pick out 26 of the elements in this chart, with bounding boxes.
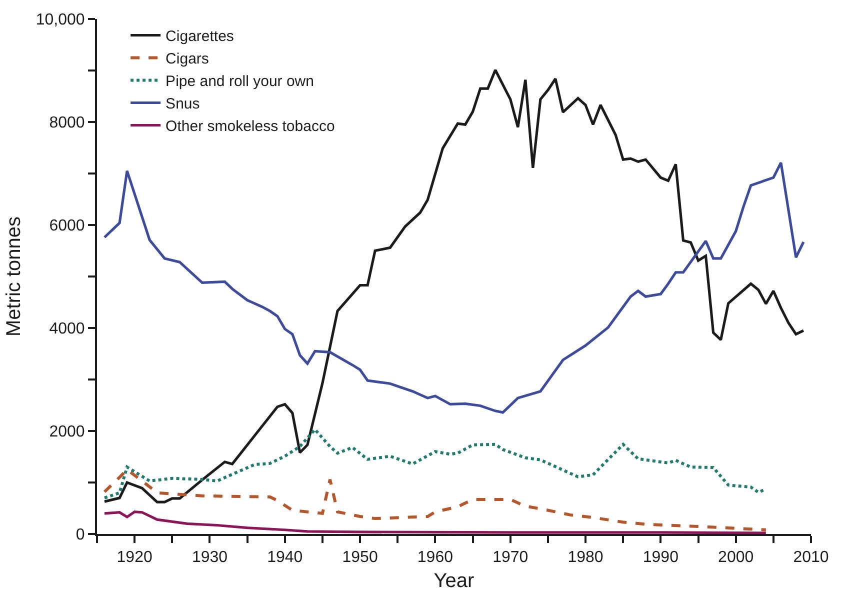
line-series — [103, 68, 805, 504]
x-tick-label: 1970 — [492, 549, 528, 566]
legend-label: Other smokeless tobacco — [166, 118, 335, 136]
line-series — [103, 510, 768, 534]
legend-label: Cigars — [166, 50, 209, 68]
y-tick-label: 2000 — [49, 424, 85, 441]
x-tick-label: 2010 — [793, 549, 829, 566]
x-axis-title: Year — [434, 570, 475, 592]
x-tick-label: 1980 — [568, 549, 604, 566]
legend-label: Snus — [166, 96, 200, 113]
line-series — [103, 161, 805, 414]
x-tick-label: 1930 — [192, 549, 228, 566]
x-tick-label: 1990 — [642, 549, 679, 566]
y-tick-label: 0 — [76, 526, 85, 544]
x-tick-label: 1940 — [267, 549, 303, 566]
y-tick-label: 10,000 — [36, 12, 85, 29]
x-tick-label: 1920 — [116, 549, 152, 566]
x-tick-label: 1950 — [342, 549, 378, 566]
legend-label: Pipe and roll your own — [166, 73, 314, 90]
y-tick-label: 6000 — [49, 218, 85, 235]
y-tick-label: 4000 — [49, 320, 85, 338]
x-tick-label: 1960 — [417, 549, 454, 566]
legend-label: Cigarettes — [166, 28, 234, 46]
y-axis-title: Metric tonnes — [2, 216, 25, 337]
y-tick-label: 8000 — [49, 114, 85, 132]
x-tick-label: 2000 — [718, 549, 754, 566]
